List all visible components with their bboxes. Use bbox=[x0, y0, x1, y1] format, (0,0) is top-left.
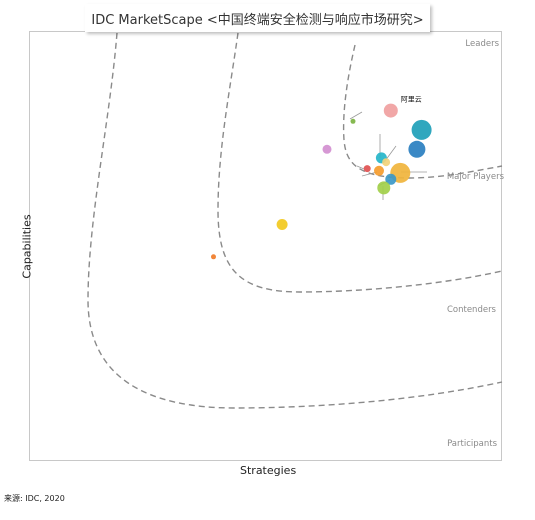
zone-label-participants: Participants bbox=[447, 439, 498, 449]
data-point-12 bbox=[377, 181, 391, 195]
zone-boundary-2 bbox=[217, 32, 503, 293]
data-point-13 bbox=[276, 219, 288, 230]
zone-boundary-3 bbox=[342, 44, 503, 179]
zone-boundaries bbox=[87, 32, 503, 409]
leader-line-4 bbox=[356, 165, 365, 170]
leader-line-1 bbox=[349, 111, 363, 120]
source-note: 来源: IDC, 2020 bbox=[4, 494, 65, 503]
plot-area bbox=[29, 31, 502, 461]
data-point-9 bbox=[374, 165, 384, 176]
data-point-label-1: 阿里云 bbox=[401, 95, 422, 104]
zone-label-leaders: Leaders bbox=[465, 39, 499, 49]
data-point-1 bbox=[383, 103, 398, 118]
data-point-2 bbox=[411, 119, 432, 140]
zone-label-contenders: Contenders bbox=[447, 305, 497, 315]
zone-label-major-players: Major Players bbox=[447, 172, 505, 182]
data-point-8 bbox=[363, 165, 371, 173]
zone-boundary-1 bbox=[87, 32, 503, 409]
data-point-14 bbox=[211, 254, 216, 260]
data-point-7 bbox=[382, 158, 391, 167]
data-point-11 bbox=[385, 173, 397, 185]
data-point-4 bbox=[350, 118, 356, 124]
chart-title: IDC MarketScape <中国终端安全检测与响应市场研究> bbox=[85, 4, 430, 32]
data-points bbox=[211, 103, 432, 260]
zone-labels: Leaders Major Players Contenders Participan… bbox=[447, 39, 505, 449]
data-point-3 bbox=[408, 140, 426, 158]
x-axis-label: Strategies bbox=[240, 464, 297, 477]
point-labels: 阿里云 bbox=[401, 95, 422, 104]
y-axis-label: Capabilities bbox=[20, 214, 34, 279]
data-point-5 bbox=[322, 144, 332, 154]
